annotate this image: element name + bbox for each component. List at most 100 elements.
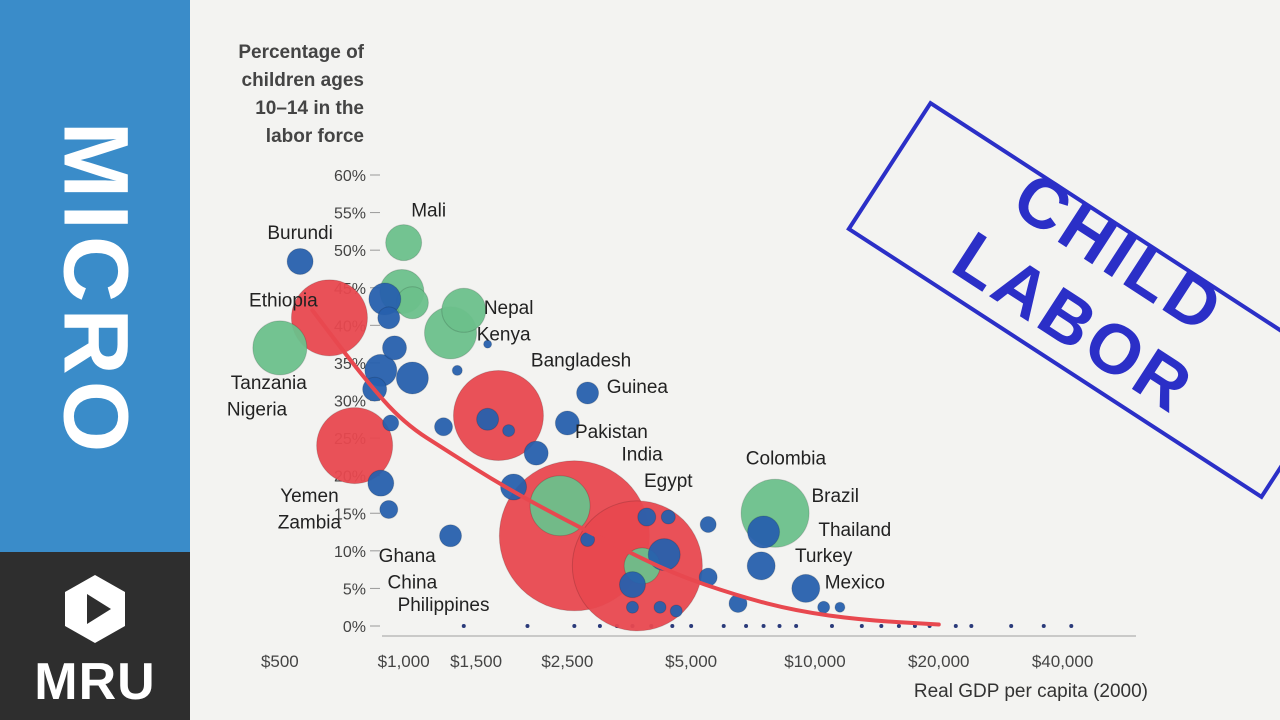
bubble-other [637,507,657,527]
y-tick-label: 55% [334,206,366,223]
bubble-africa [441,287,487,333]
country-label: Brazil [811,486,859,507]
small-dot [721,624,726,628]
country-label: Bangladesh [531,351,631,372]
bubble-asia [452,370,544,462]
small-dot [969,624,974,628]
small-dot [896,624,901,628]
small-dot [829,624,834,628]
bubble-other [377,306,401,330]
bubble-other [653,600,667,614]
play-hexagon-icon [65,575,125,643]
country-label: Colombia [746,448,827,469]
bubble-other [476,407,500,431]
y-tick-label: 15% [334,506,366,523]
bubble-other [434,417,454,437]
bubble-africa [529,475,591,537]
bubble-other [367,469,395,497]
small-dot [777,624,782,628]
x-tick-label: $20,000 [908,652,969,671]
bubble-africa [252,320,308,376]
bubble-other [451,364,463,376]
bubble-other [746,551,776,581]
bubble-other [576,381,600,405]
country-label: Nepal [484,298,534,319]
small-dot [761,624,766,628]
small-dot [525,624,530,628]
small-dot [670,624,675,628]
bubble-other [618,571,646,599]
series-label: MICRO [44,121,147,459]
y-tick-label: 60% [334,168,366,185]
bubble-other [395,361,429,395]
y-axis-ticks: 0%5%10%15%20%25%30%35%40%45%50%55%60% [334,168,380,636]
small-dot [859,624,864,628]
country-label: Turkey [795,546,853,567]
country-label: Zambia [278,512,342,533]
x-tick-label: $40,000 [1032,652,1093,671]
country-label: Burundi [267,223,333,244]
y-axis-title-line: Percentage of [238,42,364,63]
country-label: India [622,445,664,466]
y-axis-title-line: children ages [242,70,365,91]
bubble-other [379,499,399,519]
bubble-other [625,600,639,614]
small-dot [689,624,694,628]
x-axis-ticks: $500 $1,000 $1,500 $2,500 $5,000 $10,000 $20,0… [261,652,1093,671]
country-label: Mexico [825,572,885,593]
small-dot [1069,624,1074,628]
x-axis-title: Real GDP per capita (2000) [914,681,1148,702]
country-label: Yemen [280,486,338,507]
child-labor-chart: Percentage of children ages 10–14 in the la… [227,42,1280,702]
small-dot [879,624,884,628]
bubble-other [483,339,493,349]
bubble-other [439,524,463,548]
small-dot [597,624,602,628]
data-points [252,224,846,632]
bubble-other [554,410,580,436]
bubble-other [286,247,314,275]
country-label: Pakistan [575,422,648,443]
bubble-other [382,335,408,361]
bubble-other [817,600,831,614]
country-label: Guinea [607,377,669,398]
sidebar-logo-band: MRU [0,552,190,720]
bubble-asia [290,279,368,357]
bubble-other [747,515,781,549]
bubble-africa [385,224,423,262]
bubble-other [699,516,717,534]
small-dot [1009,624,1014,628]
bubble-asia [316,407,394,485]
x-tick-label: $500 [261,652,299,671]
sidebar-series-band: MICRO [0,0,190,552]
y-axis-title-line: labor force [266,126,364,147]
bubble-other [669,604,683,618]
country-label: Nigeria [227,400,288,421]
bubble-other [523,440,549,466]
bubble-other [660,509,676,525]
x-tick-label: $2,500 [541,652,593,671]
country-label: Ethiopia [249,291,318,312]
y-axis-title-line: 10–14 in the [255,98,364,119]
country-label: Tanzania [231,373,307,394]
x-tick-label: $1,000 [378,652,430,671]
small-dot [572,624,577,628]
logo-text: MRU [34,653,156,711]
y-tick-label: 5% [343,581,366,598]
country-label: Philippines [398,595,490,616]
bubble-other [834,601,846,613]
bubble-other [382,414,400,432]
y-tick-label: 30% [334,394,366,411]
small-dot [461,624,466,628]
bubble-other [502,424,516,438]
small-dot [953,624,958,628]
x-tick-label: $1,500 [450,652,502,671]
country-label: Egypt [644,471,693,492]
country-label: Thailand [818,520,891,541]
y-tick-label: 50% [334,243,366,260]
small-dot [794,624,799,628]
child-labor-stamp: CHILD LABOR [846,100,1280,500]
small-dot [1041,624,1046,628]
x-tick-label: $5,000 [665,652,717,671]
